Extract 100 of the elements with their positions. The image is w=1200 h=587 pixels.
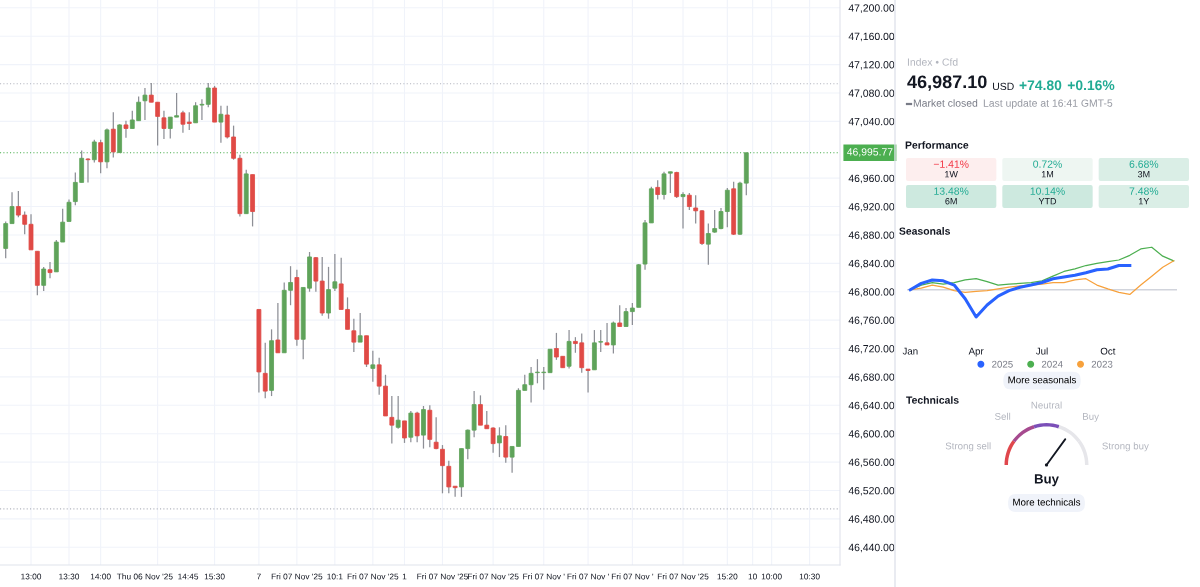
x-tick-label: 10:1: [327, 573, 343, 580]
x-tick-label: Fri 07 Nov ': [567, 573, 609, 580]
y-tick-label: 46,640.00: [848, 401, 895, 411]
slice-label: Buy: [1083, 413, 1099, 422]
y-tick-label: 47,080.00: [848, 89, 895, 99]
data-label: 10.14%: [1030, 187, 1065, 195]
candlestick: [585, 368, 591, 394]
legend-label: 2024: [1041, 360, 1063, 368]
text: Performance: [905, 141, 969, 149]
data-label: −1.41%: [933, 160, 969, 168]
y-tick-label: 46,880.00: [848, 231, 895, 241]
chart-title: Seasonals: [899, 227, 951, 235]
data-label: 7.48%: [1129, 187, 1159, 195]
candlestick: [66, 198, 72, 223]
y-tick-label: 46,440.00: [848, 543, 895, 553]
candlestick: [142, 87, 148, 121]
candlestick: [326, 266, 331, 320]
ref-line-label: 46,995.77: [846, 148, 893, 157]
candlestick: [41, 266, 47, 292]
text: Index • Cfd: [907, 58, 958, 66]
candlestick: [604, 322, 610, 346]
x-tick-label: 10: [748, 573, 757, 580]
x-tick-label: Thu 06 Nov '25 14:45: [116, 573, 199, 580]
candlestick: [357, 312, 363, 343]
slice-label: Sell: [994, 412, 1011, 420]
candlestick: [655, 179, 661, 201]
x-tick-label: 15:30: [204, 573, 225, 580]
text: Market closed: [913, 99, 978, 107]
slice-label: Strong sell: [945, 442, 991, 452]
x-tick-label: 13:00: [21, 573, 42, 580]
x-tick-label: 13:30: [59, 573, 80, 580]
y-tick-label: 47,040.00: [848, 117, 895, 127]
x-tick-label: Apr: [968, 347, 984, 357]
y-tick-label: 46,720.00: [848, 345, 895, 354]
text: More seasonals: [1008, 376, 1076, 384]
legend-label: 2023: [1091, 360, 1113, 368]
candlestick: [402, 420, 407, 444]
candlestick: [262, 342, 268, 399]
candlestick: [370, 350, 376, 383]
candlestick: [313, 256, 319, 293]
x-tick-label: 10:00: [761, 573, 782, 580]
x-tick-label: Jul: [1035, 347, 1048, 355]
y-tick-label: 46,760.00: [848, 316, 895, 326]
y-tick-label: 46,560.00: [848, 458, 895, 468]
data-label: 0.72%: [1033, 160, 1062, 168]
x-tick-label: 7: [257, 573, 261, 580]
candlestick: [446, 460, 452, 494]
candlestick: [389, 395, 395, 445]
y-tick-label: 47,120.00: [848, 61, 895, 70]
x-tick-label: Oct: [1100, 347, 1116, 355]
text: More technicals: [1013, 498, 1081, 506]
text: +74.80: [1019, 80, 1062, 91]
x-tick-label: 15:20: [717, 573, 738, 580]
candlestick: [433, 416, 439, 450]
candlestick: [611, 320, 616, 355]
x-tick-label: Fri 07 Nov ': [523, 573, 565, 580]
candlestick: [110, 111, 116, 159]
y-tick-label: 46,480.00: [848, 515, 895, 524]
candlestick: [351, 318, 357, 353]
candlestick: [98, 139, 104, 174]
text: USD: [993, 82, 1014, 91]
candlestick: [395, 395, 401, 430]
y-tick-label: 47,200.00: [848, 4, 895, 13]
candlestick: [275, 302, 281, 354]
y-tick-label: 47,160.00: [848, 32, 895, 42]
candlestick: [440, 444, 445, 494]
y-tick-label: 46,680.00: [848, 373, 895, 383]
category-label: 1M: [1041, 171, 1054, 178]
candlestick: [705, 222, 711, 266]
slice-label: Strong buy: [1102, 442, 1149, 452]
candlestick: [452, 485, 458, 498]
x-tick-label: 1: [402, 573, 407, 580]
y-tick-label: 46,520.00: [848, 486, 895, 496]
x-tick-label: Fri 07 Nov '25: [467, 573, 519, 580]
candlestick: [617, 304, 623, 328]
candlestick: [91, 139, 97, 164]
candlestick: [680, 191, 686, 230]
y-tick-label: 46,600.00: [848, 430, 895, 439]
candlestick: [161, 110, 167, 140]
candlestick: [85, 157, 91, 184]
x-tick-label: Fri 07 Nov '25: [657, 573, 709, 580]
y-tick-label: 46,800.00: [848, 288, 895, 297]
category-label: YTD: [1038, 198, 1057, 205]
candlestick: [47, 261, 53, 279]
y-tick-label: 46,920.00: [848, 203, 895, 212]
category-label: 3M: [1137, 171, 1150, 178]
text: +0.16%: [1067, 80, 1115, 91]
x-tick-label: 10:30: [799, 573, 820, 580]
x-tick-label: Jan: [902, 347, 918, 355]
candlestick: [123, 120, 129, 139]
category-label: 6M: [945, 198, 957, 205]
x-tick-label: Fri 07 Nov '25: [347, 573, 399, 580]
x-tick-label: Fri 07 Nov '25: [271, 573, 323, 580]
data-label: 13.48%: [934, 187, 969, 195]
slice-label: Neutral: [1031, 401, 1062, 409]
data-label: 6.68%: [1129, 160, 1159, 168]
category-label: 1Y: [1139, 198, 1150, 205]
candlestick: [218, 105, 224, 144]
y-tick-label: 46,840.00: [848, 259, 895, 269]
candlestick: [332, 253, 338, 292]
